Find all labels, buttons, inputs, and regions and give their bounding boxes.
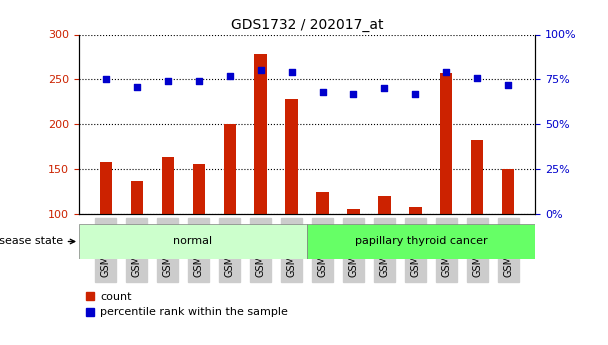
Bar (471, 140, 483, 214)
Bar (502, 169, 514, 214)
Point (441, 69, 451, 75)
Point (163, 78, 173, 84)
Text: disease state: disease state (0, 237, 75, 246)
Bar (316, 193, 329, 214)
Bar (162, 157, 174, 214)
Point (379, 86, 389, 91)
Bar (224, 124, 236, 214)
Bar (347, 208, 359, 214)
Point (256, 68, 266, 73)
Point (287, 69, 297, 75)
Point (317, 89, 327, 95)
Bar (193, 164, 205, 214)
Point (472, 75, 482, 80)
Title: GDS1732 / 202017_at: GDS1732 / 202017_at (231, 18, 383, 32)
Point (132, 84, 142, 89)
Point (348, 91, 358, 97)
Bar (440, 73, 452, 214)
Bar (409, 207, 421, 214)
Legend: count, percentile rank within the sample: count, percentile rank within the sample (85, 292, 288, 317)
Bar (100, 162, 112, 214)
Point (194, 78, 204, 84)
Bar (255, 54, 267, 214)
FancyBboxPatch shape (79, 224, 307, 259)
Bar (285, 99, 298, 214)
Point (410, 91, 420, 97)
Point (101, 77, 111, 82)
Text: normal: normal (173, 237, 213, 246)
FancyBboxPatch shape (307, 224, 535, 259)
Text: papillary thyroid cancer: papillary thyroid cancer (354, 237, 488, 246)
Point (225, 73, 235, 79)
Bar (378, 196, 390, 214)
Point (503, 82, 513, 88)
Bar (131, 181, 143, 214)
